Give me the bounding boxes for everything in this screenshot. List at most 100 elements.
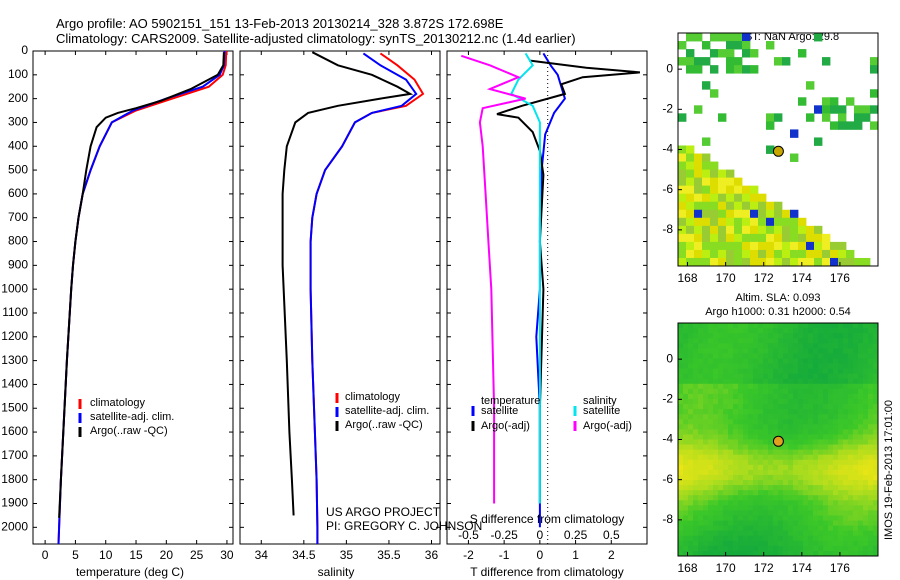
sla-cell <box>783 383 789 390</box>
sla-cell <box>678 500 684 506</box>
sla-cell <box>808 505 814 511</box>
sla-cell <box>793 353 799 359</box>
sla-cell <box>873 520 879 527</box>
sla-cell <box>853 383 859 390</box>
sla-cell <box>738 388 744 395</box>
sla-cell <box>718 500 724 506</box>
sla-cell <box>833 530 839 537</box>
sla-cell <box>783 373 789 380</box>
sla-cell <box>803 545 809 552</box>
sla-cell <box>848 363 854 369</box>
sla-cell <box>713 404 719 410</box>
sla-cell <box>793 419 799 425</box>
sla-cell <box>823 409 829 415</box>
sla-cell <box>858 459 864 466</box>
sla-cell <box>713 338 719 344</box>
sla-cell <box>753 464 759 471</box>
sla-cell <box>763 338 769 344</box>
sla-cell <box>758 388 764 395</box>
sla-cell <box>758 454 764 461</box>
sla-cell <box>743 338 749 344</box>
sst-cell <box>822 113 831 122</box>
sla-cell <box>748 449 754 456</box>
sla-cell <box>818 464 824 471</box>
sla-cell <box>793 429 799 435</box>
sla-cell <box>828 333 834 339</box>
sla-cell <box>738 545 744 552</box>
sla-cell <box>803 550 809 557</box>
sla-cell <box>773 333 779 339</box>
sla-cell <box>758 333 764 339</box>
sla-cell <box>688 530 694 537</box>
sla-cell <box>678 525 684 532</box>
sla-cell <box>783 530 789 537</box>
sst-cell <box>686 233 695 243</box>
sla-cell <box>843 429 849 435</box>
sla-cell <box>693 439 699 445</box>
map-y-tick-label: -6 <box>662 472 673 486</box>
sst-cell <box>742 257 751 267</box>
sla-cell <box>818 439 824 445</box>
sla-cell <box>843 510 849 516</box>
sst-cell <box>686 241 695 251</box>
sla-cell <box>833 444 839 451</box>
sla-cell <box>733 530 739 537</box>
sla-cell <box>843 419 849 425</box>
sla-cell <box>783 398 789 405</box>
sla-cell <box>828 343 834 349</box>
sla-cell <box>728 505 734 511</box>
sla-cell <box>828 454 834 461</box>
sla-cell <box>718 545 724 552</box>
sla-cell <box>758 510 764 516</box>
sla-cell <box>848 373 854 380</box>
sla-cell <box>823 419 829 425</box>
sla-cell <box>873 474 879 481</box>
sla-cell <box>773 540 779 547</box>
sla-cell <box>713 383 719 390</box>
sla-cell <box>753 449 759 456</box>
sla-cell <box>758 414 764 420</box>
sla-cell <box>813 348 819 354</box>
sla-cell <box>868 495 874 501</box>
sla-cell <box>848 424 854 430</box>
sla-cell <box>688 368 694 375</box>
sla-cell <box>818 368 824 375</box>
sla-cell <box>753 459 759 466</box>
sla-cell <box>698 480 704 486</box>
sla-cell <box>808 469 814 476</box>
sla-cell <box>798 368 804 375</box>
difference-s-x-tick-label: 0.25 <box>564 528 588 542</box>
sla-cell <box>863 368 869 375</box>
sst-cell <box>694 217 703 227</box>
sla-cell <box>703 500 709 506</box>
sst-cell <box>766 201 775 211</box>
sla-cell <box>723 378 729 385</box>
sla-cell <box>853 530 859 537</box>
sst-cell <box>846 121 855 130</box>
sla-cell <box>678 404 684 410</box>
sla-cell <box>723 323 729 329</box>
sla-cell <box>868 333 874 339</box>
sst-cell <box>702 41 711 50</box>
sla-cell <box>783 348 789 354</box>
sla-cell <box>788 388 794 395</box>
sla-cell <box>683 449 689 456</box>
sla-cell <box>873 485 879 491</box>
sla-cell <box>843 373 849 380</box>
sla-cell <box>848 545 854 552</box>
sla-cell <box>788 338 794 344</box>
sla-cell <box>743 495 749 501</box>
sla-cell <box>838 333 844 339</box>
sla-cell <box>868 348 874 354</box>
sst-cell <box>822 97 831 106</box>
sla-cell <box>743 550 749 557</box>
sla-cell <box>678 439 684 445</box>
sst-cell <box>774 249 783 259</box>
sla-cell <box>793 530 799 537</box>
sst-heatmap-cells <box>678 33 879 267</box>
sla-cell <box>843 449 849 456</box>
sla-cell <box>738 328 744 334</box>
sla-cell <box>813 474 819 481</box>
sla-cell <box>873 464 879 471</box>
